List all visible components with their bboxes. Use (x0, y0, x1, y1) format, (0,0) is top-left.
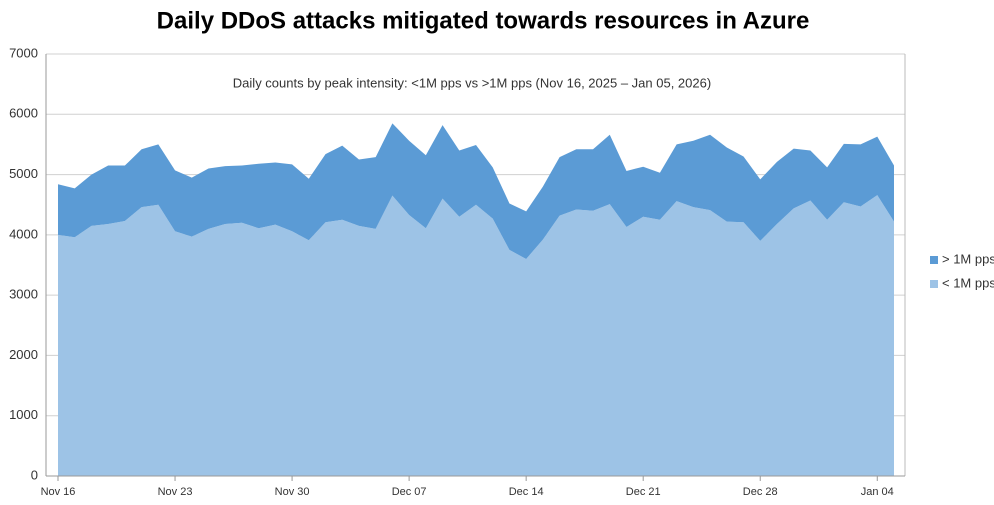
x-tick-label: Dec 28 (743, 486, 778, 498)
x-tick-label: Dec 21 (626, 486, 661, 498)
legend-label: < 1M pps (942, 275, 994, 290)
y-tick-label: 6000 (9, 106, 38, 121)
x-tick-label: Nov 23 (158, 486, 193, 498)
y-tick-label: 0 (31, 467, 38, 482)
chart-subtitle: Daily counts by peak intensity: <1M pps … (233, 75, 711, 90)
area (58, 123, 894, 259)
legend-swatch (930, 280, 938, 288)
y-tick-label: 7000 (9, 45, 38, 60)
legend-swatch (930, 256, 938, 264)
legend-label: > 1M pps (942, 251, 994, 266)
x-tick-label: Dec 07 (392, 486, 427, 498)
x-tick-label: Dec 14 (509, 486, 544, 498)
y-tick-label: 4000 (9, 226, 38, 241)
x-tick-label: Nov 16 (41, 486, 76, 498)
y-tick-label: 3000 (9, 287, 38, 302)
y-tick-label: 1000 (9, 407, 38, 422)
area (58, 195, 894, 476)
y-tick-label: 2000 (9, 347, 38, 362)
chart-title: Daily DDoS attacks mitigated towards res… (157, 7, 810, 34)
y-tick-label: 5000 (9, 166, 38, 181)
x-tick-label: Jan 04 (861, 486, 894, 498)
x-tick-label: Nov 30 (275, 486, 310, 498)
